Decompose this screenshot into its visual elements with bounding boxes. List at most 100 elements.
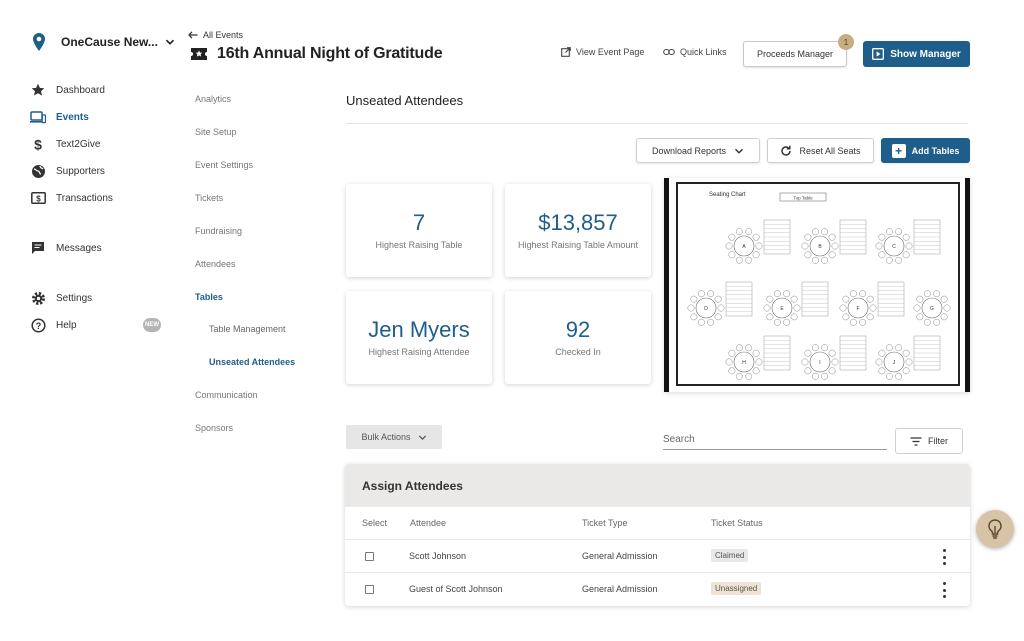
sidebar-item-dashboard[interactable]: Dashboard [30,82,105,98]
column-header-attendee: Attendee [410,518,447,528]
row-checkbox[interactable] [365,585,374,594]
seating-chart-preview[interactable]: Seating Chart Top Table A B C D E F G H I J [664,178,970,392]
sidebar-item-messages[interactable]: Messages [30,240,102,256]
sidebar-item-supporters[interactable]: Supporters [30,163,105,179]
seating-table: G [913,290,951,326]
sidebar-item-label: Text2Give [56,138,101,150]
help-lightbulb-button[interactable] [976,510,1014,548]
location-pin-icon [33,33,45,51]
svg-text:E: E [780,306,784,312]
show-manager-button[interactable]: Show Manager [863,41,970,67]
table-row: Guest of Scott Johnson General Admission… [345,572,970,605]
stat-label: Highest Raising Table [375,239,463,250]
seating-chart-image: Seating Chart Top Table A B C D E F G H I J [676,182,960,386]
quick-links-link[interactable]: Quick Links [663,47,727,57]
subnav-unseated-attendees[interactable]: Unseated Attendees [209,357,296,367]
svg-text:?: ? [35,321,41,331]
seating-tables: A B C D E F G H I J [687,219,951,380]
globe-icon [30,163,46,179]
reset-all-seats-button[interactable]: Reset All Seats [767,138,874,163]
proceeds-manager-button[interactable]: Proceeds Manager [743,41,847,67]
ticket-icon [191,48,207,60]
question-icon: ? [30,317,46,333]
table-row: Scott Johnson General Admission Claimed [345,539,970,572]
sidebar-item-transactions[interactable]: $ Transactions [30,190,113,206]
chat-icon [30,240,46,256]
more-options-icon[interactable] [940,549,948,565]
stat-value: 7 [412,209,426,235]
devices-icon [30,109,46,125]
subnav-tickets[interactable]: Tickets [195,193,224,203]
search-input[interactable] [663,430,887,448]
org-switcher[interactable]: OneCause New... [30,32,175,52]
svg-text:C: C [892,244,896,250]
svg-text:I: I [819,360,820,366]
filter-button[interactable]: Filter [895,428,963,454]
page-title: 16th Annual Night of Gratitude [217,45,443,62]
filter-icon [910,436,922,446]
subnav-site-setup[interactable]: Site Setup [195,127,237,137]
column-header-select: Select [362,518,388,528]
add-tables-label: Add Tables [911,145,960,156]
seating-table: I [801,335,867,380]
section-title: Unseated Attendees [346,93,464,108]
new-badge: NEW [143,318,161,332]
attendee-name: Guest of Scott Johnson [409,584,503,594]
assign-attendees-title: Assign Attendees [345,464,970,507]
view-event-page-label: View Event Page [576,47,645,57]
top-table-label: Top Table [793,196,813,201]
lightbulb-icon [988,519,1002,539]
download-reports-button[interactable]: Download Reports [636,138,760,163]
gear-icon [30,290,46,306]
chevron-down-icon [735,148,744,154]
assign-attendees-panel: Assign Attendees Select Attendee Ticket … [345,464,970,606]
external-link-icon [561,47,571,57]
sidebar-item-settings[interactable]: Settings [30,290,92,306]
subnav-communication[interactable]: Communication [195,390,258,400]
status-badge: Unassigned [711,582,762,595]
stat-highest-raising-attendee: Jen Myers Highest Raising Attendee [346,291,492,384]
add-tables-button[interactable]: + Add Tables [881,138,970,163]
subnav-fundraising[interactable]: Fundraising [195,226,243,236]
back-link[interactable]: All Events [188,30,243,40]
sidebar-item-events[interactable]: Events [30,109,89,125]
subnav-tables[interactable]: Tables [195,292,223,302]
subnav-attendees[interactable]: Attendees [195,259,236,269]
ticket-type: General Admission [582,584,658,594]
svg-text:F: F [856,306,859,312]
column-header-ticket-type: Ticket Type [582,518,628,528]
arrow-left-icon [188,31,198,39]
seating-table: H [725,335,791,380]
bulk-actions-button[interactable]: Bulk Actions [346,425,442,449]
org-name: OneCause New... [61,35,158,49]
view-event-page-link[interactable]: View Event Page [561,47,644,57]
top-table [779,192,827,202]
sidebar-item-text2give[interactable]: $ Text2Give [30,136,100,152]
stat-value: Jen Myers [368,316,470,342]
page-header: 16th Annual Night of Gratitude [190,45,443,63]
refresh-icon [781,145,792,156]
more-options-icon[interactable] [940,582,948,598]
svg-text:A: A [742,244,746,250]
ticket-type: General Admission [582,551,658,561]
svg-text:B: B [818,244,822,250]
sidebar-item-label: Transactions [56,192,113,204]
proceeds-badge: 1 [838,34,854,50]
stat-highest-raising-table-amount: $13,857 Highest Raising Table Amount [505,184,651,277]
row-checkbox[interactable] [365,552,374,561]
subnav-event-settings[interactable]: Event Settings [195,160,254,170]
subnav-analytics[interactable]: Analytics [195,94,232,104]
filter-label: Filter [928,436,948,446]
back-label: All Events [203,30,244,40]
column-header-ticket-status: Ticket Status [711,518,763,528]
sidebar-item-label: Settings [56,292,93,304]
chevron-down-icon [418,435,426,440]
star-icon [30,82,46,98]
subnav-table-management[interactable]: Table Management [209,324,286,334]
sidebar-item-help[interactable]: ? Help [30,317,77,333]
seating-table: A [725,219,791,264]
status-badge: Claimed [711,549,749,562]
sidebar-item-label: Events [56,111,89,123]
subnav-sponsors[interactable]: Sponsors [195,423,234,433]
chevron-down-icon [165,39,174,45]
